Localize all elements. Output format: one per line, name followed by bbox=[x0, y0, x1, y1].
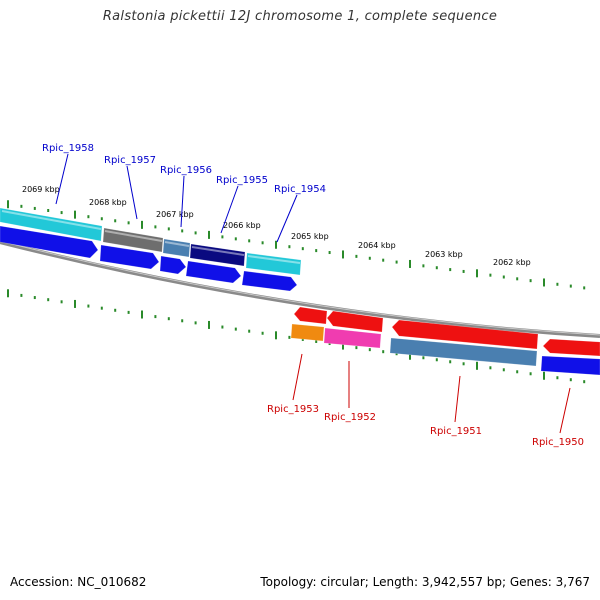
cds-arrow-reverse[interactable] bbox=[293, 306, 328, 325]
gene-rpic-1951[interactable] bbox=[389, 337, 538, 367]
gene-label[interactable]: Rpic_1958 bbox=[42, 143, 94, 154]
scale-label: 2062 kbp bbox=[493, 258, 531, 267]
gene-rpic-1950[interactable] bbox=[540, 355, 600, 376]
gene-label[interactable]: Rpic_1952 bbox=[324, 412, 376, 423]
gene-rpic-1956[interactable] bbox=[162, 238, 191, 258]
topology-text: Topology: circular; Length: 3,942,557 bp… bbox=[260, 575, 590, 589]
cds-arrow[interactable] bbox=[185, 260, 242, 284]
gene-label[interactable]: Rpic_1950 bbox=[532, 437, 584, 448]
cds-arrow[interactable] bbox=[241, 270, 298, 292]
cds-arrow-reverse[interactable] bbox=[326, 310, 384, 333]
scale-label: 2066 kbp bbox=[223, 221, 261, 230]
backbone-highlight bbox=[0, 240, 600, 336]
cds-arrow[interactable] bbox=[99, 244, 160, 270]
gene-label[interactable]: Rpic_1956 bbox=[160, 165, 212, 176]
reverse-leader-lines bbox=[292, 353, 571, 434]
gene-rpic-1954[interactable] bbox=[245, 252, 302, 276]
gene-rpic-1957[interactable] bbox=[102, 227, 164, 253]
forward-strand-arrows bbox=[0, 225, 298, 292]
gene-label[interactable]: Rpic_1953 bbox=[267, 404, 319, 415]
scale-label: 2067 kbp bbox=[156, 210, 194, 219]
scale-label: 2065 kbp bbox=[291, 232, 329, 241]
gene-label[interactable]: Rpic_1955 bbox=[216, 175, 268, 186]
forward-gene-labels: Rpic_1958 Rpic_1957 Rpic_1956 Rpic_1955 … bbox=[42, 143, 326, 195]
gene-label[interactable]: Rpic_1954 bbox=[274, 184, 326, 195]
cds-arrow-reverse[interactable] bbox=[542, 338, 600, 357]
gene-rpic-1952[interactable] bbox=[323, 327, 382, 349]
gene-rpic-1953[interactable] bbox=[290, 323, 325, 342]
scale-label: 2064 kbp bbox=[358, 241, 396, 250]
scale-label: 2069 kbp bbox=[22, 185, 60, 194]
scale-labels: 2069 kbp 2068 kbp 2067 kbp 2066 kbp 2065… bbox=[22, 185, 531, 267]
forward-leader-lines bbox=[55, 153, 298, 243]
reverse-strand-upper bbox=[293, 306, 600, 357]
map-title: Ralstonia pickettii 12J chromosome 1, co… bbox=[102, 9, 498, 24]
cds-arrow-reverse[interactable] bbox=[391, 319, 539, 350]
scale-ticks-top bbox=[7, 200, 586, 290]
reverse-strand-lower bbox=[290, 323, 600, 376]
gene-rpic-1958[interactable] bbox=[0, 207, 103, 242]
gene-rpic-1955[interactable] bbox=[189, 243, 246, 267]
cds-arrow[interactable] bbox=[159, 255, 187, 275]
cds-arrow[interactable] bbox=[0, 225, 99, 259]
forward-strand-upper bbox=[0, 207, 302, 276]
gene-label[interactable]: Rpic_1951 bbox=[430, 426, 482, 437]
accession-text: Accession: NC_010682 bbox=[10, 575, 147, 589]
scale-label: 2068 kbp bbox=[89, 198, 127, 207]
reverse-gene-labels: Rpic_1953 Rpic_1952 Rpic_1951 Rpic_1950 bbox=[267, 404, 584, 448]
gene-label[interactable]: Rpic_1957 bbox=[104, 155, 156, 166]
scale-label: 2063 kbp bbox=[425, 250, 463, 259]
feature-sheen bbox=[1, 210, 301, 264]
chromosome-backbone bbox=[0, 240, 600, 338]
